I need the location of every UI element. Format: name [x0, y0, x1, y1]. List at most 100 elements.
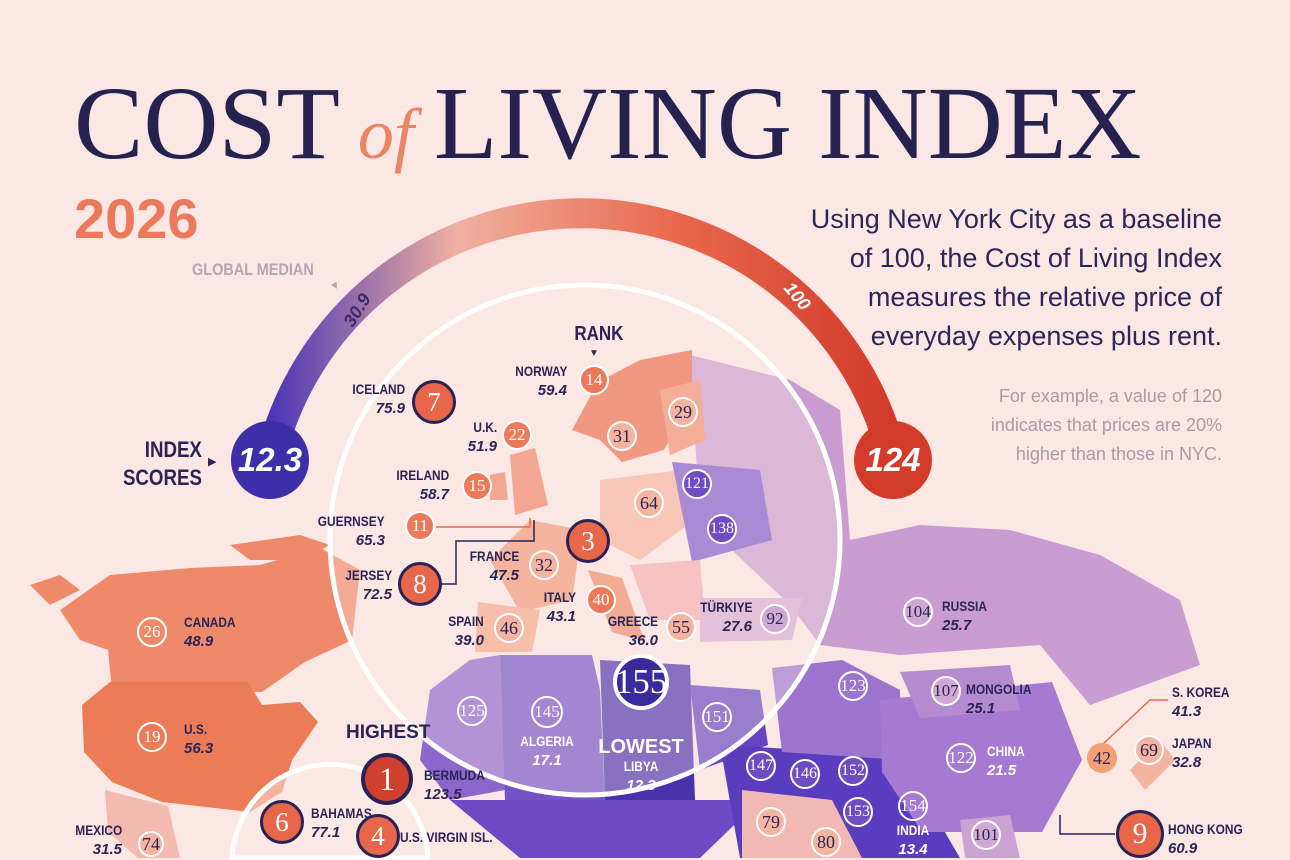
rank-badge-bermuda[interactable]: 1 [361, 753, 413, 805]
region-sub-saharan [450, 800, 760, 858]
country-label-algeria: ALGERIA 17.1 [516, 732, 579, 770]
rank-badge-italy[interactable]: 40 [586, 585, 616, 615]
rank-badge-libya[interactable]: 155 [613, 654, 669, 710]
rank-badge-r138[interactable]: 138 [707, 514, 737, 544]
region-algeria [500, 655, 605, 800]
country-name: IRELAND [396, 467, 449, 483]
index-scale-arc [255, 198, 908, 464]
country-name: JERSEY [345, 567, 392, 583]
country-label-guernsey: GUERNSEY 65.3 [306, 512, 385, 550]
rank-badge-r151[interactable]: 151 [702, 702, 732, 732]
country-index-value: 60.9 [1168, 840, 1198, 857]
rank-badge-r123[interactable]: 123 [838, 671, 868, 701]
description-line: Using New York City as a baseline [810, 204, 1222, 234]
rank-badge-bahamas[interactable]: 6 [260, 800, 304, 844]
description-line: of 100, the Cost of Living Index [849, 243, 1222, 273]
rank-badge-canada[interactable]: 26 [137, 617, 167, 647]
rank-badge-us[interactable]: 19 [137, 722, 167, 752]
country-label-norway: NORWAY 59.4 [506, 362, 567, 400]
country-label-libya: LOWEST LIBYA 12.3 [598, 737, 684, 795]
highest-label: HIGHEST [346, 722, 431, 743]
region-scandinavia [572, 350, 692, 462]
rank-badge-guernsey[interactable]: 11 [405, 511, 435, 541]
rank-badge-greece[interactable]: 55 [666, 612, 696, 642]
rank-badge-switzerland[interactable]: 3 [566, 519, 610, 563]
rank-badge-usvi[interactable]: 4 [356, 814, 400, 858]
country-label-ireland: IRELAND 58.7 [387, 466, 449, 504]
rank-badge-china[interactable]: 122 [946, 743, 976, 773]
country-index-value: 31.5 [92, 841, 122, 858]
country-label-china: CHINA 21.5 [987, 742, 1031, 780]
country-index-value: 51.9 [467, 438, 497, 455]
country-name: CANADA [184, 614, 236, 630]
country-index-value: 75.9 [375, 400, 405, 417]
country-label-france: FRANCE 47.5 [461, 547, 519, 585]
rank-badge-ireland[interactable]: 15 [462, 471, 492, 501]
country-index-value: 41.3 [1172, 703, 1202, 720]
rank-badge-r152[interactable]: 152 [838, 756, 868, 786]
country-label-mongolia: MONGOLIA 25.1 [966, 680, 1043, 718]
rank-badge-mongolia[interactable]: 107 [931, 676, 961, 706]
country-index-value: 43.1 [546, 608, 576, 625]
country-label-uk: U.K. 51.9 [468, 418, 497, 456]
example-note: For example, a value of 120 indicates th… [991, 382, 1222, 469]
rank-badge-russia[interactable]: 104 [903, 597, 933, 627]
rank-badge-r101[interactable]: 101 [971, 820, 1001, 850]
min-score-badge: 12.3 [231, 421, 309, 499]
country-index-value: 12.3 [626, 777, 656, 794]
country-index-value: 17.1 [532, 752, 562, 769]
rank-badge-r64[interactable]: 64 [634, 488, 664, 518]
country-index-value: 36.0 [628, 632, 658, 649]
region-russia [690, 355, 1200, 705]
country-label-bahamas: BAHAMAS 77.1 [311, 804, 383, 842]
example-line: For example, a value of 120 [998, 386, 1222, 406]
region-canada-islands [30, 575, 80, 605]
region-ireland [490, 472, 508, 500]
country-name: GREECE [607, 613, 658, 629]
country-index-value: 13.4 [898, 841, 928, 858]
arrow-right-icon: ▶ [208, 456, 217, 468]
country-label-usvi: U.S. VIRGIN ISL. [400, 828, 509, 847]
rank-badge-japan[interactable]: 69 [1134, 735, 1164, 765]
rank-badge-r80[interactable]: 80 [811, 827, 841, 857]
country-index-value: 59.4 [537, 382, 567, 399]
country-label-turkiye: TÜRKIYE 27.6 [691, 598, 752, 636]
rank-badge-uk[interactable]: 22 [502, 420, 532, 450]
country-name: SPAIN [448, 613, 484, 629]
region-balkans [630, 560, 705, 620]
index-label-line: INDEX [144, 437, 202, 462]
country-label-jersey: JERSEY 72.5 [337, 566, 392, 604]
rank-badge-iceland[interactable]: 7 [412, 380, 456, 424]
country-name: S. KOREA [1172, 684, 1230, 700]
rank-badge-mexico[interactable]: 74 [138, 831, 164, 857]
country-label-hongkong: HONG KONG 60.9 [1168, 820, 1256, 858]
rank-badge-spain[interactable]: 46 [494, 613, 524, 643]
rank-badge-r125[interactable]: 125 [457, 696, 487, 726]
example-line: indicates that prices are 20% [990, 415, 1222, 435]
rank-badge-r121[interactable]: 121 [682, 469, 712, 499]
rank-badge-r31[interactable]: 31 [607, 421, 637, 451]
rank-badge-r147[interactable]: 147 [746, 751, 776, 781]
rank-badge-r79[interactable]: 79 [756, 807, 786, 837]
rank-badge-turkiye[interactable]: 92 [760, 604, 790, 634]
region-west-africa [420, 655, 505, 800]
country-label-greece: GREECE 36.0 [599, 612, 658, 650]
rank-badge-algeria[interactable]: 145 [531, 696, 563, 728]
rank-badge-jersey[interactable]: 8 [398, 562, 442, 606]
rank-badge-hongkong[interactable]: 9 [1116, 810, 1164, 858]
country-label-italy: ITALY 43.1 [538, 588, 576, 626]
country-index-value: 47.5 [489, 567, 519, 584]
rank-badge-norway[interactable]: 14 [579, 365, 609, 395]
description-line: everyday expenses plus rent. [870, 321, 1222, 351]
country-label-bermuda: BERMUDA 123.5 [424, 766, 496, 804]
rank-badge-india[interactable]: 154 [898, 791, 928, 821]
country-label-skorea: S. KOREA 41.3 [1172, 683, 1240, 721]
page-title: COST of LIVING INDEX [74, 72, 1141, 176]
rank-badge-r153[interactable]: 153 [843, 797, 873, 827]
rank-badge-france[interactable]: 32 [529, 550, 559, 580]
country-label-russia: RUSSIA 25.7 [942, 597, 995, 635]
country-name: JAPAN [1172, 735, 1212, 751]
rank-badge-skorea[interactable]: 42 [1087, 743, 1117, 773]
rank-badge-r146[interactable]: 146 [790, 759, 820, 789]
rank-badge-r29[interactable]: 29 [668, 397, 698, 427]
